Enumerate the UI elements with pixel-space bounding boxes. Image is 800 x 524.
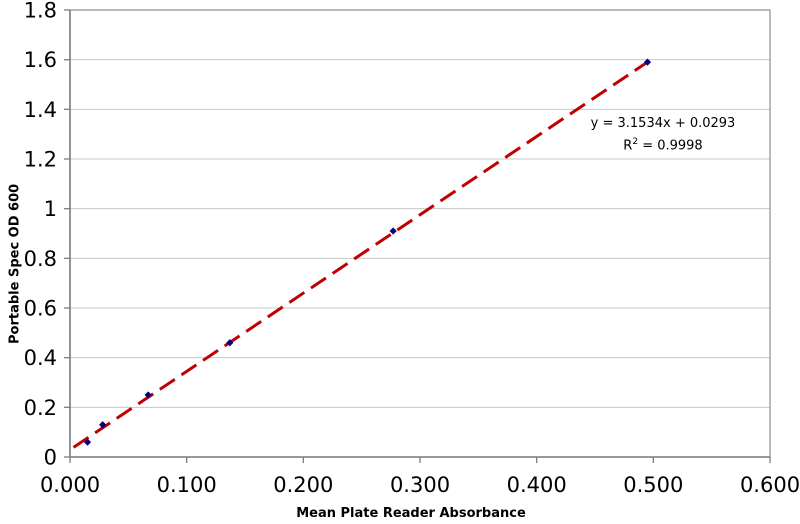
plot-border	[69, 9, 771, 458]
r-squared-superscript: 2	[632, 137, 639, 147]
x-tick-label: 0.000	[40, 473, 100, 497]
x-tick-label: 0.300	[390, 473, 450, 497]
x-tick-label: 0.200	[273, 473, 333, 497]
x-tick-label: 0.100	[157, 473, 217, 497]
r-squared-value: R2 = 0.9998	[523, 133, 800, 155]
r-squared-rest: = 0.9998	[638, 138, 703, 154]
x-tick-label: 0.400	[507, 473, 567, 497]
y-tick-label: 0.6	[24, 297, 57, 321]
data-point	[226, 339, 234, 347]
data-point	[83, 438, 92, 446]
x-tick-label: 0.600	[740, 473, 800, 497]
y-tick-label: 0	[44, 446, 57, 470]
data-point	[389, 227, 397, 235]
trendline-annotation: y = 3.1534x + 0.0293 R2 = 0.9998	[523, 114, 800, 155]
data-point	[99, 421, 107, 429]
r-squared-base: R	[623, 138, 633, 154]
y-tick-label: 0.4	[24, 346, 57, 370]
y-tick-label: 1.4	[24, 98, 57, 122]
x-tick-label: 0.500	[623, 473, 683, 497]
y-tick-label: 1.8	[24, 0, 57, 23]
y-tick-label: 0.8	[24, 247, 57, 271]
y-tick-label: 1.6	[24, 48, 57, 72]
trendline	[72, 60, 650, 449]
y-tick-label: 1	[44, 197, 57, 221]
trendline-equation: y = 3.1534x + 0.0293	[590, 116, 736, 131]
y-axis-title: Portable Spec OD 600	[7, 183, 23, 344]
y-tick-label: 1.2	[24, 148, 57, 172]
x-axis-title: Mean Plate Reader Absorbance	[296, 506, 526, 521]
data-point	[144, 391, 152, 399]
data-point	[643, 58, 652, 66]
y-tick-label: 0.2	[24, 396, 57, 420]
